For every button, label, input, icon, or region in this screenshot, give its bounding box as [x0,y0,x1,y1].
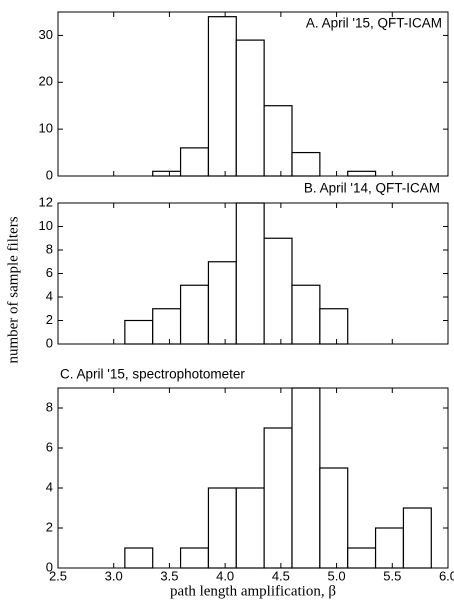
x-tick-label: 4.0 [216,568,234,583]
bar [152,308,182,345]
y-tick-label: 6 [46,265,53,280]
bar [347,170,377,177]
bar [235,487,265,569]
bar [263,237,293,345]
x-tick-label: 5.5 [383,568,401,583]
bar [291,151,321,177]
x-tick-label: 4.5 [272,568,290,583]
x-tick-label: 2.5 [49,568,67,583]
y-tick-label: 0 [46,335,53,350]
y-tick-label: 8 [46,399,53,414]
bar [291,284,321,345]
y-tick-label: 2 [46,519,53,534]
y-tick-label: 12 [39,194,53,209]
bar [263,427,293,569]
bar [291,387,321,569]
bar [152,170,182,177]
bar [347,547,377,569]
plot-frame [57,11,449,177]
bar [179,547,210,569]
bar [319,308,349,345]
bar [179,147,210,177]
plot-frame [57,387,449,569]
bar [402,507,432,569]
bar [374,527,405,569]
x-tick-label: 5.0 [328,568,346,583]
bar [124,319,154,345]
panel-title: B. April '14, QFT-ICAM [304,181,440,196]
bar [179,284,210,345]
y-tick-label: 4 [46,479,53,494]
bar [235,39,265,177]
y-axis-label: number of sample filters [5,216,21,363]
bar [207,487,237,569]
y-tick-label: 10 [39,121,53,136]
panel-title: A. April '15, QFT-ICAM [306,16,442,31]
bar [319,467,349,569]
y-tick-label: 30 [39,27,53,42]
bar [207,261,237,345]
bar [124,547,154,569]
y-tick-label: 10 [39,218,53,233]
y-tick-label: 20 [39,74,53,89]
y-tick-label: 6 [46,439,53,454]
y-tick-label: 0 [46,559,53,574]
panel-title: C. April '15, spectrophotometer [60,367,245,382]
bar [263,105,293,177]
x-tick-label: 3.0 [105,568,123,583]
x-tick-label: 3.5 [160,568,178,583]
x-axis-label: path length amplification, β [170,583,336,599]
x-tick-label: 6.0 [439,568,454,583]
bar [235,202,265,345]
bar [207,16,237,177]
y-tick-label: 2 [46,312,53,327]
y-tick-label: 8 [46,241,53,256]
y-tick-label: 0 [46,167,53,182]
y-tick-label: 4 [46,288,53,303]
